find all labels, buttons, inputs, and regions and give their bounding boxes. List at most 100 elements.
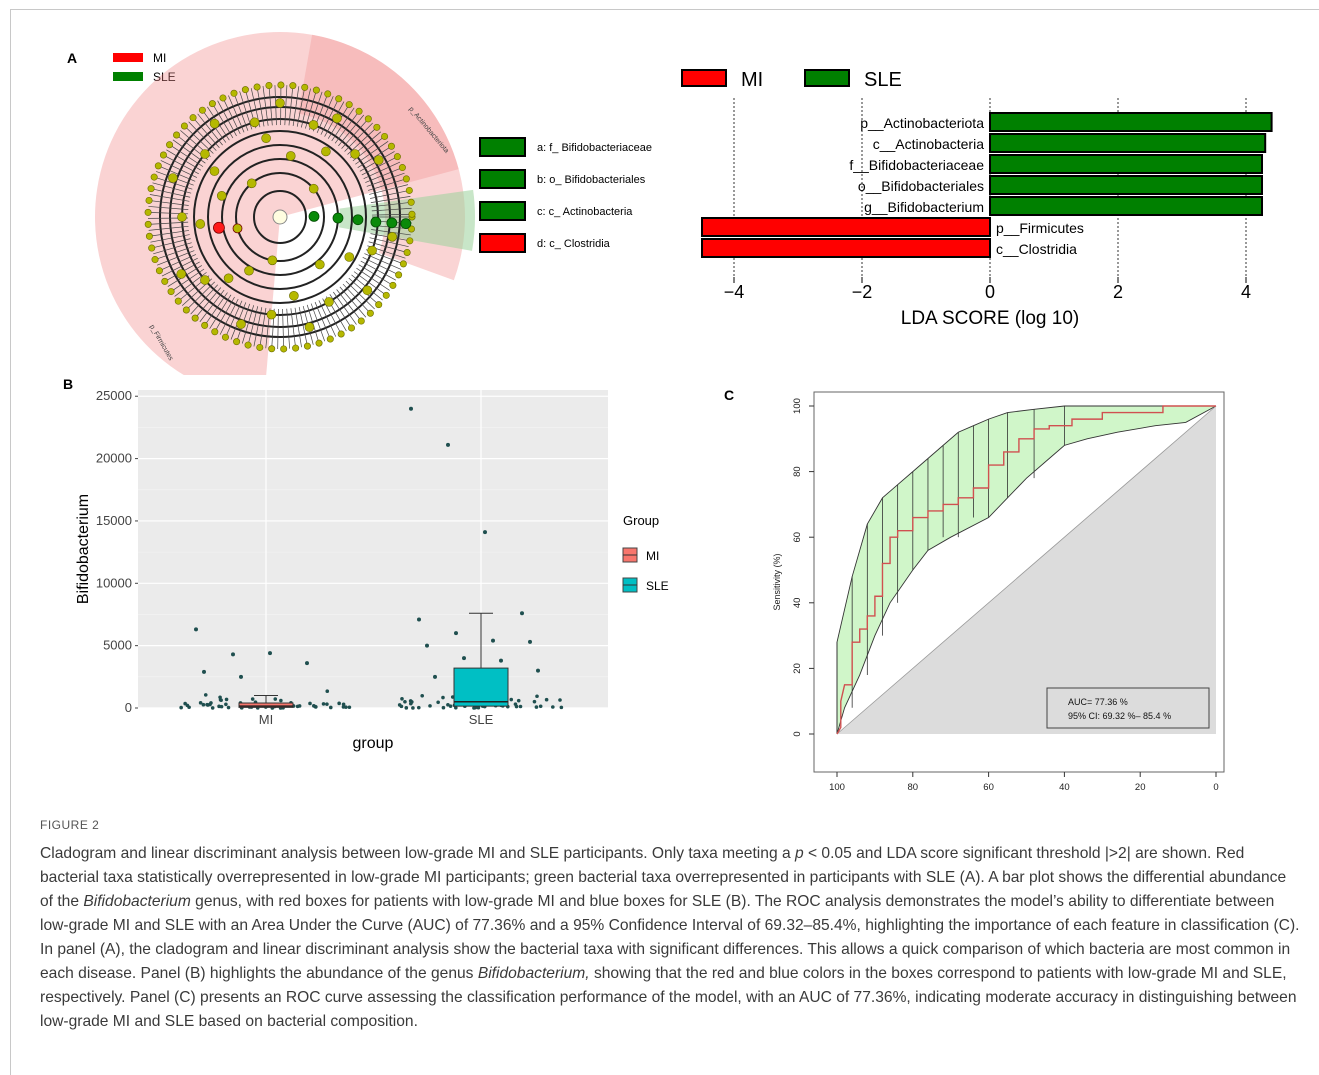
lda-legend-label: SLE xyxy=(864,69,902,91)
figure-frame xyxy=(10,9,1319,1075)
cladogram-node xyxy=(315,339,323,347)
cladogram-root xyxy=(272,209,288,225)
cladogram-branch xyxy=(341,118,369,149)
sle-biomarker-node xyxy=(332,212,344,224)
outlier-point xyxy=(231,652,235,657)
cladogram-branch xyxy=(149,230,190,237)
data-point xyxy=(341,702,346,707)
cladogram-branch xyxy=(148,206,189,210)
caption-part: Cladogram and linear discriminant analys… xyxy=(40,845,795,862)
y-tick-label: 40 xyxy=(792,598,803,609)
cladogram-branch xyxy=(222,97,241,135)
diagonal xyxy=(836,405,1217,735)
cladogram-node xyxy=(241,86,249,94)
cladogram-node xyxy=(216,190,227,201)
cladogram-node xyxy=(275,98,285,108)
cladogram-branch xyxy=(268,85,273,126)
cladogram-branch xyxy=(174,272,207,297)
cladogram-node xyxy=(350,149,360,159)
cladogram-branch xyxy=(368,241,408,253)
cladogram-branch xyxy=(148,200,189,206)
cladogram-branch xyxy=(241,305,255,344)
figure-label: FIGURE 2 xyxy=(40,818,100,832)
cladogram-branch xyxy=(344,122,373,152)
cladogram-branch xyxy=(212,103,234,139)
cladogram-node xyxy=(345,101,353,109)
lda-bar-sle xyxy=(989,112,1273,132)
lda-bar-label: o__Bifidobacteriales xyxy=(858,178,984,194)
outlier-point xyxy=(520,611,524,616)
outlier-point xyxy=(194,627,198,632)
cladogram-branch xyxy=(361,156,398,176)
cladogram-branch xyxy=(314,301,331,340)
cladogram-node xyxy=(177,212,187,222)
cladogram-node xyxy=(357,317,365,325)
cladogram-node xyxy=(180,122,188,130)
x-tick-label: 60 xyxy=(983,782,994,793)
sle-biomarker-node xyxy=(370,216,382,228)
key-label: d: c_ Clostridia xyxy=(537,238,611,250)
y-tick-label: 0 xyxy=(125,700,132,715)
cladogram-branch xyxy=(316,96,334,133)
data-point xyxy=(558,698,562,702)
cladogram-node xyxy=(154,162,162,170)
cladogram-branch xyxy=(148,225,189,231)
caption-part: showing that the red and blue colors in … xyxy=(40,965,1297,1030)
cladogram-branch xyxy=(286,308,291,349)
cladogram-branch xyxy=(169,144,204,167)
y-tick-label: 60 xyxy=(792,532,803,543)
cladogram-branch xyxy=(161,257,198,277)
cladogram-branch xyxy=(331,107,355,142)
cladogram-branch xyxy=(370,196,411,203)
cladogram-ring xyxy=(207,144,353,290)
lda-bar-mi xyxy=(701,217,991,237)
cladogram-branch xyxy=(186,281,215,311)
x-tick-label: SLE xyxy=(469,712,494,727)
caption-part: p xyxy=(794,845,804,862)
lda-legend-swatch xyxy=(804,69,850,87)
cladogram-branch xyxy=(296,87,306,127)
cladogram-branch xyxy=(298,306,308,347)
cladogram-node xyxy=(304,322,315,332)
mi-biomarker-node xyxy=(213,221,225,234)
outlier-point xyxy=(268,651,272,656)
box-sle xyxy=(453,667,509,707)
lda-tick-label: 2 xyxy=(1113,282,1123,302)
cladogram-branch xyxy=(366,172,405,187)
cladogram-branch xyxy=(199,289,225,323)
cladogram-node xyxy=(233,338,241,346)
data-point xyxy=(416,705,421,710)
key-swatch xyxy=(479,137,526,157)
cladogram-node xyxy=(355,107,363,115)
panel-label-c: C xyxy=(724,387,735,403)
cladogram-branch xyxy=(184,125,214,154)
y-tick-label: 15000 xyxy=(96,513,132,528)
cladogram-node xyxy=(191,314,199,322)
lda-bar-label: g__Bifidobacterium xyxy=(864,199,984,215)
y-tick-label: 10000 xyxy=(96,575,132,590)
cladogram-branch xyxy=(300,88,311,128)
cladogram-branch xyxy=(318,300,337,337)
cladogram-node xyxy=(407,225,415,233)
lda-tick-label: −4 xyxy=(724,282,745,302)
lda-bar-sle xyxy=(989,133,1267,153)
cladogram-branch xyxy=(360,260,397,281)
data-point xyxy=(347,705,352,710)
data-point xyxy=(514,704,519,709)
cladogram-node xyxy=(382,291,390,299)
cladogram-branch xyxy=(370,190,410,199)
cladogram-node xyxy=(266,309,277,320)
auc-box xyxy=(1046,687,1210,729)
cladogram-node xyxy=(144,208,152,216)
lda-bar-label: f__Bifidobacteriaceae xyxy=(849,157,984,173)
cladogram-node xyxy=(145,232,153,240)
cladogram-node xyxy=(144,220,152,228)
cladogram-node xyxy=(200,149,210,159)
cladogram-branch xyxy=(154,176,193,190)
lda-legend-label: MI xyxy=(741,69,763,91)
cladogram-node xyxy=(389,281,397,289)
cladogram-node xyxy=(256,343,264,351)
cladogram-branch xyxy=(151,188,191,198)
cladogram-branch xyxy=(333,291,357,325)
cladogram-branch xyxy=(347,127,378,155)
